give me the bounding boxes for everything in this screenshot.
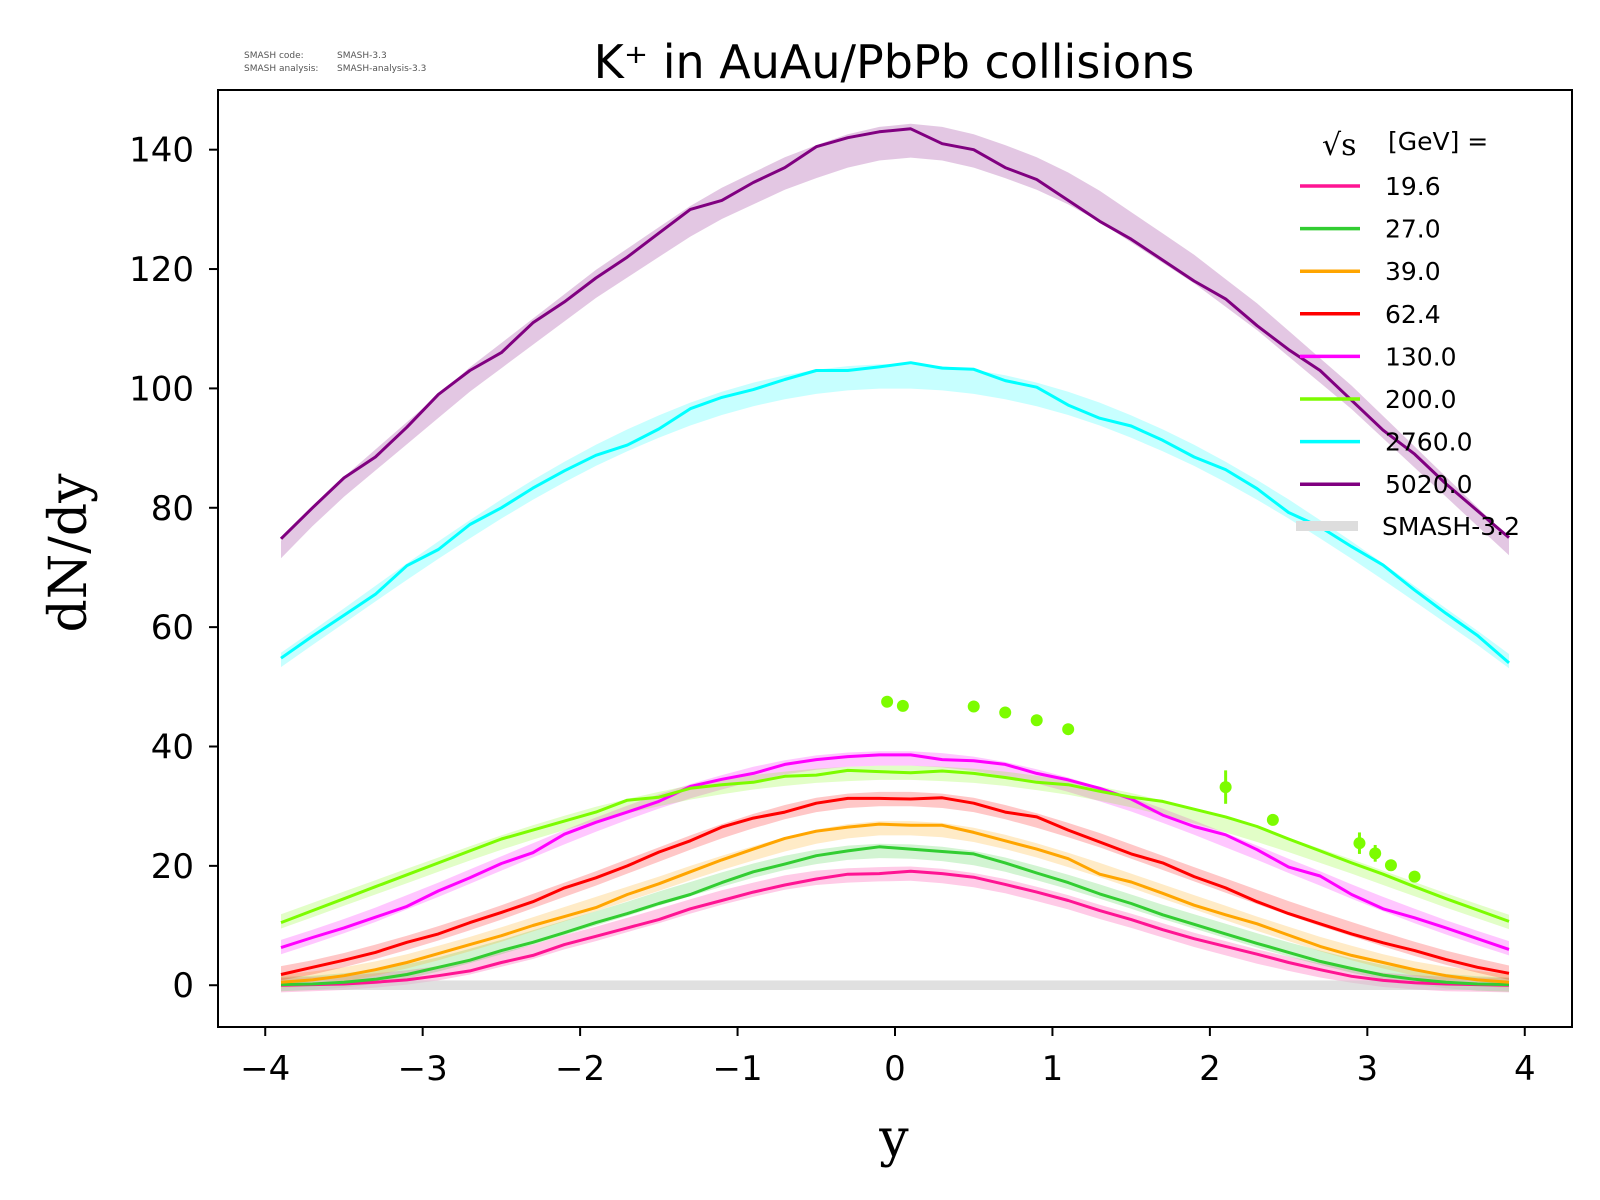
legend-entries: 19.6 27.0 39.0 62.4 130.0 200.0 2760.0 5020.0	[1300, 172, 1472, 499]
chart-title: K⁺ in AuAu/PbPb collisions	[594, 35, 1195, 89]
legend-label-reference: SMASH-3.2	[1382, 512, 1520, 541]
x-tick-label: −3	[398, 1049, 448, 1089]
x-axis-label: y	[878, 1109, 909, 1169]
x-tick-label: 1	[1042, 1049, 1064, 1089]
legend-label-1: 27.0	[1385, 215, 1441, 244]
series-line-1	[280, 845, 1510, 987]
series-line-5	[280, 768, 1510, 925]
x-tick-label: 2	[1199, 1049, 1221, 1089]
y-axis: 0 20 40 60 80 100 120 140	[129, 131, 218, 1006]
data-point-5	[1062, 723, 1075, 736]
legend-title-symbol: √s	[1322, 128, 1357, 163]
y-tick-label: 80	[151, 489, 194, 529]
legend-title-text: [GeV] =	[1388, 127, 1488, 156]
y-tick-label: 60	[151, 608, 194, 648]
meta-code-label: SMASH code:	[244, 51, 304, 61]
legend-title: √s [GeV] =	[1322, 127, 1488, 163]
series-lines	[279, 127, 1510, 987]
series-line-7	[279, 127, 1510, 540]
data-point-10	[1384, 859, 1397, 872]
data-point-7	[1266, 813, 1279, 826]
series-line-4	[280, 753, 1510, 951]
experimental-points	[881, 695, 1421, 883]
legend-label-5: 200.0	[1385, 385, 1457, 414]
data-point-6	[1219, 781, 1232, 794]
meta-code-value: SMASH-3.3	[337, 51, 387, 61]
x-tick-label: 4	[1514, 1049, 1536, 1089]
legend: √s [GeV] = 19.6 27.0 39.0 62.4 130.0 200.0 276…	[1296, 127, 1520, 541]
series-line-6	[280, 361, 1510, 665]
legend-label-0: 19.6	[1385, 172, 1441, 201]
y-axis-label: dN/dy	[39, 473, 99, 633]
x-axis: −4 −3 −2 −1 0 1 2 3 4	[240, 1027, 1536, 1089]
y-tick-label: 120	[129, 250, 194, 290]
series-line-3	[280, 796, 1510, 976]
y-tick-label: 100	[129, 369, 194, 409]
y-tick-label: 0	[172, 966, 194, 1006]
data-point-4	[1030, 714, 1043, 727]
meta-analysis-label: SMASH analysis:	[244, 64, 318, 74]
series-line-2	[280, 822, 1510, 984]
legend-label-3: 62.4	[1385, 300, 1441, 329]
legend-label-2: 39.0	[1385, 257, 1441, 286]
data-point-8	[1353, 837, 1366, 850]
meta-analysis-value: SMASH-analysis-3.3	[337, 64, 426, 74]
data-point-11	[1408, 870, 1421, 883]
reference-band-baseline	[280, 980, 1510, 990]
y-tick-label: 140	[129, 131, 194, 171]
y-tick-label: 40	[151, 727, 194, 767]
x-tick-label: −4	[240, 1049, 290, 1089]
x-tick-label: −2	[555, 1049, 605, 1089]
legend-label-6: 2760.0	[1385, 428, 1472, 457]
legend-swatch-reference	[1296, 521, 1358, 531]
data-point-3	[999, 706, 1012, 719]
data-point-9	[1369, 847, 1382, 860]
data-point-0	[881, 695, 894, 708]
metadata-stamp: SMASH code: SMASH-3.3 SMASH analysis: SM…	[244, 51, 426, 74]
x-tick-label: −1	[712, 1049, 762, 1089]
x-tick-label: 3	[1357, 1049, 1379, 1089]
data-point-2	[967, 700, 980, 713]
legend-label-7: 5020.0	[1385, 470, 1472, 499]
reference-band-7	[281, 123, 1509, 559]
reference-band-6	[281, 364, 1509, 669]
data-point-1	[896, 699, 909, 712]
legend-label-4: 130.0	[1385, 342, 1457, 371]
series-line-0	[280, 869, 1510, 987]
x-tick-label: 0	[884, 1049, 906, 1089]
reference-bands	[280, 123, 1510, 993]
y-tick-label: 20	[151, 847, 194, 887]
